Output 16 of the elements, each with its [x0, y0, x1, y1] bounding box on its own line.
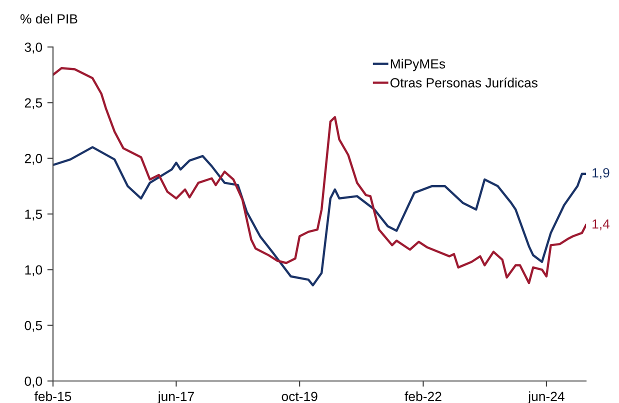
- legend-label: Otras Personas Jurídicas: [390, 78, 538, 88]
- legend-label: MiPyMEs: [390, 58, 446, 72]
- y-tick-label: 2,5: [24, 98, 42, 110]
- line-series: [53, 146, 586, 286]
- y-tick-label: 0,5: [24, 320, 42, 332]
- y-tick-label: 2,0: [24, 154, 42, 165]
- y-tick-label: 0,0: [24, 376, 42, 388]
- x-tick-label: feb-22: [404, 391, 442, 402]
- y-tick-label: 1,0: [25, 265, 42, 276]
- x-tick-label: oct-19: [282, 392, 318, 402]
- y-axis-title: % del PIB: [20, 14, 78, 24]
- y-tick-label: 1,5: [25, 210, 42, 220]
- x-tick-label: feb-15: [34, 391, 72, 402]
- annotation: 1,9: [592, 168, 610, 180]
- annotation: 1,4: [592, 219, 610, 230]
- y-tick-label: 3,0: [24, 42, 42, 54]
